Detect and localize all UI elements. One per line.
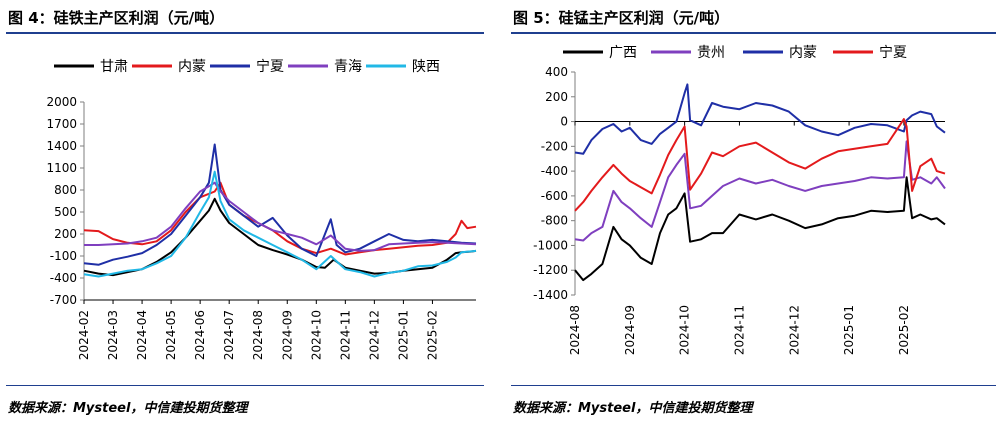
legend-label: 宁夏 (879, 44, 907, 61)
left-chart-panel: 图 4：硅铁主产区利润（元/吨） 2000 1700 1400 1100 800 500 2… (0, 0, 490, 423)
legend-label: 贵州 (697, 45, 725, 61)
x-tick-label: 2025-01 (396, 310, 410, 360)
y-tick-label: -400 (541, 164, 568, 178)
x-tick-label: 2024-08 (251, 310, 265, 360)
x-tick-label: 2024-11 (338, 310, 352, 360)
series-line-3 (84, 181, 477, 252)
x-tick-label: 2024-10 (309, 310, 323, 360)
y-tick-label: 1700 (46, 117, 77, 131)
series-line-4 (83, 170, 477, 278)
series-line-0 (574, 176, 946, 282)
title-rule (511, 32, 996, 34)
series-line-2 (574, 83, 946, 155)
title-rule (6, 32, 484, 34)
silicomanganese-profit-chart: 4002000-200-400-600-800-1000-1200-140020… (533, 44, 946, 355)
x-tick-label: 2024-08 (568, 305, 582, 355)
series-line-3 (574, 118, 946, 212)
y-tick-label: -400 (50, 271, 77, 285)
series-line-2 (83, 143, 477, 266)
y-tick-label: -1400 (533, 288, 568, 302)
y-tick-label: 2000 (46, 95, 77, 109)
chart-title: 图 5：硅锰主产区利润（元/吨） (513, 9, 730, 27)
legend-label: 宁夏 (256, 58, 284, 75)
x-tick-label: 2024-09 (623, 305, 637, 355)
y-tick-label: -600 (541, 189, 568, 203)
y-tick-label: 200 (545, 90, 568, 104)
y-tick-label: 1100 (46, 161, 77, 175)
x-tick-label: 2024-04 (135, 310, 149, 360)
right-chart-panel: 图 5：硅锰主产区利润（元/吨） 400 200 0 -200 -400 -600 -800… (505, 0, 1002, 423)
legend-label: 内蒙 (789, 45, 817, 61)
y-tick-label: -100 (50, 249, 77, 263)
x-tick-label: 2025-01 (842, 305, 856, 355)
source-rule (6, 385, 484, 386)
x-tick-label: 2024-12 (787, 305, 801, 355)
y-tick-label: 200 (54, 227, 77, 241)
y-tick-label: 800 (54, 183, 77, 197)
y-tick-label: 0 (560, 115, 568, 129)
x-tick-label: 2025-02 (425, 310, 439, 360)
ferrosilicon-profit-chart: 2000170014001100800500200-100-400-700202… (46, 58, 477, 360)
y-tick-label: -700 (50, 293, 77, 307)
x-tick-label: 2024-02 (77, 310, 91, 360)
y-tick-label: -800 (541, 214, 568, 228)
x-tick-label: 2024-11 (732, 305, 746, 355)
y-tick-label: -1200 (533, 263, 568, 277)
x-tick-label: 2024-05 (164, 310, 178, 360)
y-tick-label: 1400 (46, 139, 77, 153)
y-tick-label: 500 (54, 205, 77, 219)
series-line-1 (574, 140, 946, 242)
legend-label: 青海 (334, 59, 362, 75)
source-note: 数据来源：Mysteel，中信建投期货整理 (8, 401, 248, 416)
y-tick-label: -200 (541, 139, 568, 153)
legend-label: 甘肃 (100, 59, 128, 75)
source-rule (511, 385, 996, 386)
x-tick-label: 2024-12 (367, 310, 381, 360)
legend-label: 内蒙 (178, 59, 206, 75)
x-tick-label: 2024-09 (280, 310, 294, 360)
series-line-0 (83, 197, 477, 277)
series-line-1 (83, 181, 477, 256)
y-tick-label: 400 (545, 65, 568, 79)
chart-title: 图 4：硅铁主产区利润（元/吨） (8, 9, 225, 27)
x-tick-label: 2024-10 (678, 305, 692, 355)
x-tick-label: 2024-06 (193, 310, 207, 360)
y-tick-label: -1000 (533, 238, 568, 252)
x-tick-label: 2024-03 (106, 310, 120, 360)
legend-label: 广西 (609, 45, 637, 61)
legend-label: 陕西 (412, 59, 440, 75)
x-tick-label: 2025-02 (897, 305, 911, 355)
x-tick-label: 2024-07 (222, 310, 236, 360)
source-note: 数据来源：Mysteel，中信建投期货整理 (513, 401, 753, 416)
